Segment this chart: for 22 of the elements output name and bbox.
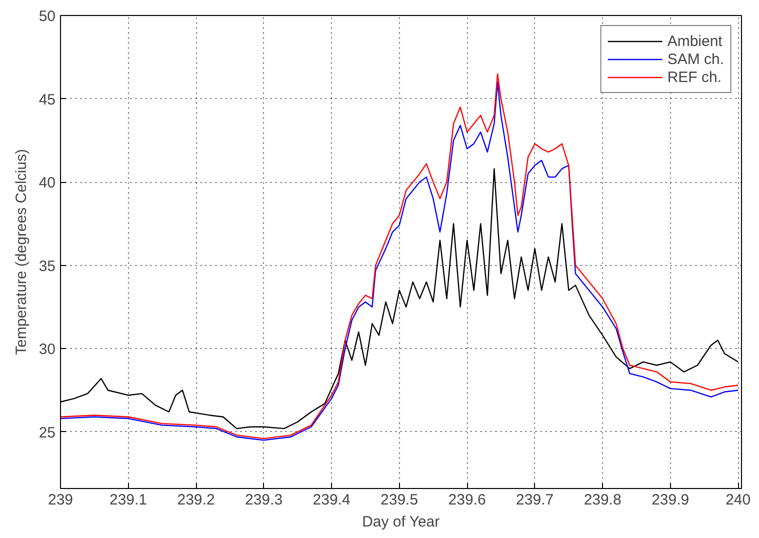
y-tick-label: 35 xyxy=(38,258,56,275)
y-tick-label: 45 xyxy=(38,91,56,108)
x-tick-label: 239.5 xyxy=(380,492,418,508)
x-tick-label: 239.9 xyxy=(652,492,690,508)
x-axis-title: Day of Year xyxy=(362,514,440,530)
x-tick-label: 240 xyxy=(726,492,751,508)
x-tick-label: 239.4 xyxy=(312,492,350,508)
x-tick-label: 239.8 xyxy=(584,492,622,508)
y-tick-label: 50 xyxy=(38,8,56,25)
y-tick-label: 30 xyxy=(38,341,56,358)
y-axis-title: Temperature (degrees Celcius) xyxy=(12,149,30,355)
y-tick-label: 40 xyxy=(38,174,56,192)
x-tick-label: 239.1 xyxy=(109,492,148,508)
x-tick-label: 239.6 xyxy=(448,492,486,508)
x-tick-label: 239.2 xyxy=(177,492,215,508)
legend-label: Ambient xyxy=(667,32,722,50)
x-tick-label: 239.3 xyxy=(245,492,283,508)
y-tick-label: 25 xyxy=(38,424,56,442)
legend-label: SAM ch. xyxy=(667,50,724,68)
legend-label: REF ch. xyxy=(667,68,722,86)
x-tick-label: 239 xyxy=(48,492,74,508)
x-tick-label: 239.7 xyxy=(516,492,554,508)
